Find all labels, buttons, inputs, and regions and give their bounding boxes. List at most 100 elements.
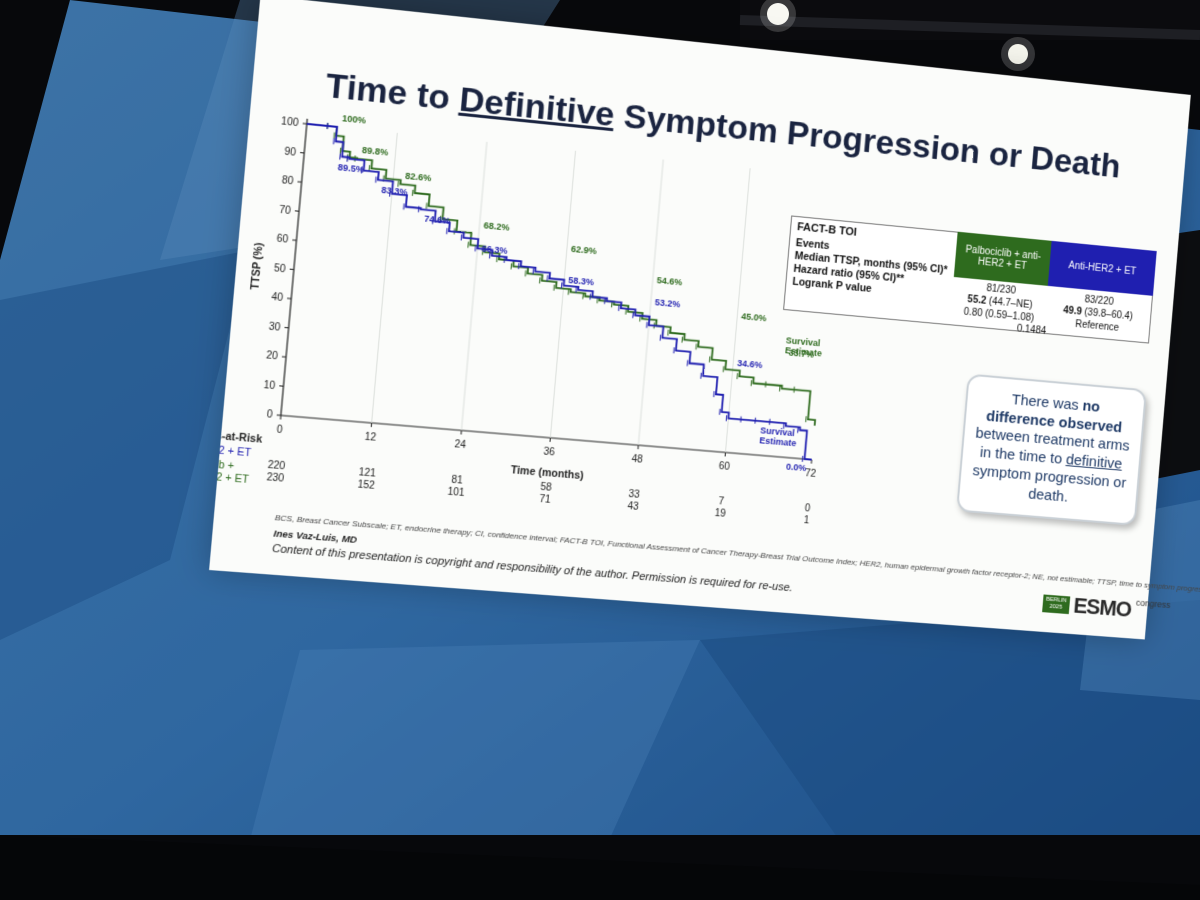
km-curve-series-1: [284, 124, 836, 426]
km-data-label: 54.6%: [656, 276, 682, 288]
censor-mark: [794, 387, 795, 393]
censor-mark: [719, 409, 720, 415]
km-data-label: 45.0%: [741, 311, 767, 323]
censor-mark: [334, 132, 335, 138]
risk-cell: 33: [628, 489, 640, 501]
x-gridline: [550, 151, 575, 438]
censor-mark: [701, 373, 702, 379]
censor-mark: [633, 312, 634, 318]
y-tick-label: 0: [266, 410, 273, 422]
logo-sub: congress: [1135, 598, 1170, 610]
censor-mark: [583, 293, 584, 299]
y-tick-label: 100: [281, 117, 300, 130]
km-data-label: 68.2%: [483, 220, 510, 232]
y-tick-label: 90: [284, 147, 297, 159]
x-axis-label: Time (months): [510, 464, 584, 482]
km-data-label: 58.3%: [568, 275, 595, 287]
censor-mark: [404, 204, 405, 210]
censor-mark: [751, 380, 752, 386]
x-gridline: [725, 168, 750, 452]
censor-mark: [668, 330, 669, 336]
censor-mark: [802, 456, 803, 462]
censor-mark: [696, 344, 697, 350]
chart-curves: [281, 121, 837, 463]
arm-a-header: Palbociclib + anti-HER2 + ET: [954, 232, 1052, 286]
km-data-label: 89.5%: [337, 162, 364, 175]
risk-cell: 7: [718, 496, 725, 507]
censor-mark: [327, 123, 328, 129]
censor-mark: [426, 203, 427, 209]
censor-mark: [765, 381, 766, 387]
censor-mark: [412, 190, 413, 196]
censor-mark: [376, 177, 377, 183]
x-tick-label: 48: [631, 454, 643, 466]
censor-mark: [604, 298, 605, 304]
censor-mark: [714, 391, 715, 397]
censor-mark: [504, 257, 505, 263]
censor-mark: [347, 156, 348, 162]
censor-mark: [780, 385, 781, 391]
risk-cell: 19: [714, 508, 726, 520]
censor-mark: [447, 228, 448, 234]
x-tick-label: 60: [718, 461, 730, 473]
censor-mark: [461, 234, 462, 240]
censor-mark: [590, 294, 591, 300]
risk-cell: 101: [447, 487, 465, 499]
censor-mark: [418, 206, 419, 212]
arm-b-header: Anti-HER2 + ET: [1048, 241, 1157, 296]
censor-mark: [687, 360, 688, 366]
km-data-label: 74.6%: [424, 214, 451, 227]
censor-mark: [806, 416, 807, 422]
censor-mark: [518, 263, 519, 269]
survival-estimate-label: Estimate: [759, 435, 797, 448]
risk-cell: 81: [451, 475, 464, 487]
km-curve-series-2: [281, 124, 836, 460]
km-data-label: 34.6%: [737, 358, 763, 370]
table-header-label: FACT-B TOI: [797, 221, 858, 239]
censor-mark: [475, 245, 476, 251]
y-tick-label: 70: [279, 205, 292, 217]
censor-mark: [554, 285, 555, 291]
censor-mark: [737, 373, 738, 379]
censor-mark: [769, 419, 770, 425]
y-tick-label: 20: [266, 351, 279, 363]
censor-mark: [568, 289, 569, 295]
km-data-label: 53.2%: [654, 298, 680, 310]
censor-mark: [561, 282, 562, 288]
censor-mark: [533, 268, 534, 274]
km-data-label: 62.9%: [571, 244, 598, 256]
km-data-label: 89.8%: [362, 145, 389, 158]
conclusion-text: There was no difference observed between…: [969, 388, 1135, 512]
y-axis-label: TTSP (%): [249, 242, 266, 290]
arm-b-median-value: 49.9: [1063, 305, 1082, 317]
censor-mark: [547, 275, 548, 281]
x-tick-label: 0: [276, 424, 283, 436]
censor-mark: [709, 356, 710, 362]
logo-city: BERLIN 2025: [1042, 594, 1070, 614]
x-tick-label: 72: [805, 468, 817, 480]
arm-a-median-value: 55.2: [967, 294, 987, 307]
y-tick-label: 10: [263, 380, 276, 392]
presentation-slide: Time to Definitive Symptom Progression o…: [209, 0, 1191, 639]
logo-year: 2025: [1049, 604, 1062, 611]
x-tick-label: 24: [454, 439, 467, 451]
y-tick-label: 40: [271, 292, 284, 304]
censor-mark: [726, 415, 727, 421]
risk-cell: 230: [266, 472, 285, 485]
risk-cell: 43: [627, 501, 639, 513]
censor-mark: [340, 153, 341, 159]
y-tick-label: 30: [268, 322, 281, 334]
km-data-label: 0.0%: [786, 462, 807, 474]
km-data-label: 83.3%: [381, 184, 408, 197]
censor-mark: [525, 270, 526, 276]
y-tick-label: 50: [273, 263, 286, 275]
risk-cell: 220: [267, 460, 286, 473]
risk-cell: 1: [803, 515, 810, 526]
censor-mark: [340, 148, 341, 154]
censor-mark: [755, 418, 756, 424]
km-data-label: 82.6%: [405, 170, 432, 183]
risk-cell: 58: [540, 482, 553, 494]
censor-mark: [660, 335, 661, 341]
risk-cell: 71: [539, 494, 552, 506]
x-gridline: [461, 142, 486, 431]
